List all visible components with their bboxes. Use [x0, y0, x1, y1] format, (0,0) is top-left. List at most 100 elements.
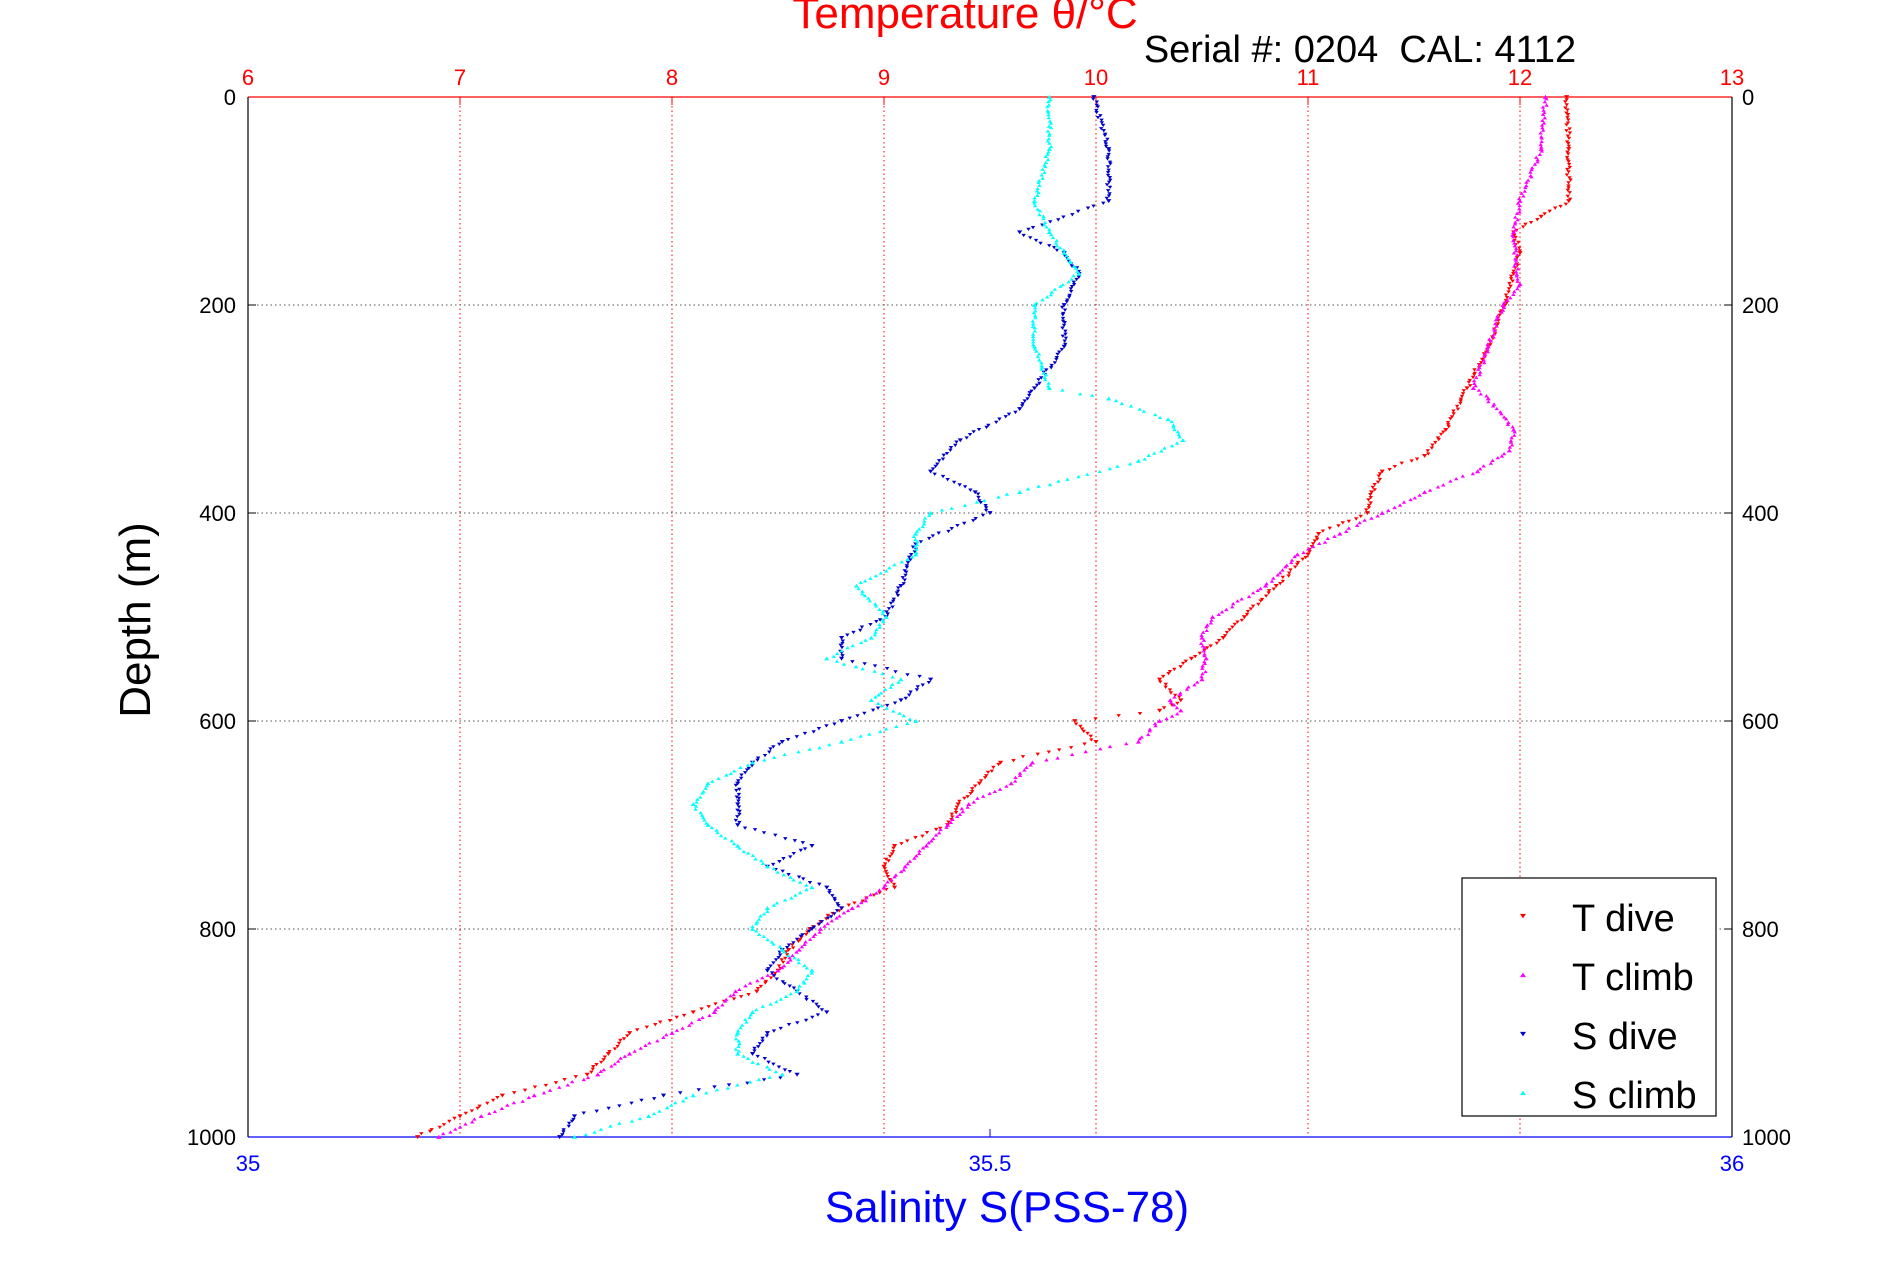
- sample-marker: [945, 478, 950, 482]
- sample-marker: [811, 730, 816, 734]
- sample-marker: [1137, 407, 1142, 411]
- sample-marker: [1172, 667, 1177, 672]
- sample-marker: [873, 602, 878, 606]
- sample-marker: [1202, 659, 1207, 664]
- data-point: [839, 635, 845, 640]
- sample-marker: [1045, 104, 1050, 109]
- sample-marker: [965, 805, 970, 809]
- data-point: [660, 1093, 667, 1098]
- sample-marker: [1366, 506, 1372, 510]
- sample-marker: [1031, 337, 1036, 341]
- sample-marker: [862, 662, 867, 666]
- sample-marker: [1458, 401, 1463, 406]
- sample-marker: [1201, 638, 1207, 642]
- data-point: [415, 1135, 421, 1140]
- sample-marker: [1031, 340, 1036, 344]
- data-point: [1072, 719, 1078, 724]
- sample-marker: [1061, 323, 1067, 328]
- sample-marker: [805, 973, 811, 978]
- sample-marker: [954, 440, 959, 444]
- sample-marker: [740, 1023, 745, 1027]
- sample-marker: [1263, 594, 1269, 598]
- sample-marker: [1283, 565, 1288, 569]
- data-point: [1566, 147, 1572, 152]
- sample-marker: [1195, 680, 1200, 684]
- sample-marker: [1116, 714, 1121, 718]
- sample-marker: [775, 870, 780, 874]
- sample-marker: [712, 1085, 717, 1089]
- data-point: [1017, 230, 1023, 235]
- sample-marker: [1049, 232, 1054, 237]
- sample-marker: [1013, 410, 1018, 415]
- depth-tick-label-right: 1000: [1742, 1125, 1791, 1150]
- sample-marker: [959, 806, 965, 811]
- sample-marker: [967, 432, 973, 437]
- sample-marker: [1508, 284, 1513, 288]
- sample-marker: [1534, 155, 1539, 159]
- sample-marker: [802, 942, 807, 946]
- sample-marker: [867, 599, 873, 603]
- sample-marker: [1198, 641, 1204, 646]
- sample-marker: [809, 971, 814, 975]
- sample-marker: [760, 1004, 766, 1008]
- sample-marker: [1286, 571, 1292, 575]
- sample-marker: [585, 1075, 591, 1080]
- sample-marker: [880, 609, 886, 613]
- sample-marker: [1079, 727, 1085, 731]
- sample-marker: [1544, 103, 1549, 107]
- sample-marker: [1565, 152, 1571, 156]
- sample-marker: [1567, 176, 1572, 180]
- sample-marker: [1567, 165, 1572, 170]
- data-point: [1091, 95, 1097, 100]
- sample-marker: [1161, 706, 1167, 710]
- sample-marker: [785, 738, 791, 742]
- sample-marker: [822, 924, 827, 928]
- sample-marker: [1068, 287, 1074, 291]
- data-point: [1106, 396, 1112, 401]
- sample-marker: [635, 1028, 640, 1032]
- sample-marker: [1515, 286, 1520, 291]
- data-point: [1369, 490, 1375, 495]
- sample-marker: [1346, 519, 1352, 524]
- data-point: [809, 843, 815, 848]
- sample-marker: [908, 690, 913, 694]
- series-t-dive: [415, 95, 1573, 1140]
- sample-marker: [1515, 201, 1521, 205]
- sample-marker: [1258, 599, 1263, 603]
- sample-marker: [953, 808, 959, 812]
- sample-marker: [758, 984, 764, 989]
- sample-marker: [788, 875, 793, 879]
- sample-marker: [1513, 270, 1519, 274]
- sample-marker: [1036, 178, 1042, 183]
- sample-marker: [953, 811, 959, 815]
- sample-marker: [1505, 298, 1510, 302]
- sample-marker: [926, 536, 932, 541]
- salinity-axis-title: Salinity S(PSS-78): [825, 1183, 1189, 1232]
- sample-marker: [1399, 461, 1404, 465]
- sample-marker: [1511, 234, 1516, 239]
- sample-marker: [618, 1038, 623, 1043]
- sample-marker: [1227, 628, 1232, 632]
- sample-marker: [899, 560, 905, 564]
- sample-marker: [786, 943, 792, 947]
- sample-marker: [1513, 249, 1519, 253]
- sample-marker: [745, 763, 751, 767]
- sample-marker: [1104, 196, 1110, 201]
- sample-marker: [1032, 329, 1038, 333]
- sample-marker: [1564, 129, 1569, 133]
- sample-marker: [949, 812, 955, 816]
- sample-marker: [1167, 669, 1173, 674]
- sample-marker: [1127, 462, 1133, 466]
- sample-marker: [1106, 168, 1111, 172]
- data-point: [1199, 677, 1205, 682]
- sample-marker: [834, 916, 839, 920]
- sample-marker: [1204, 625, 1209, 629]
- sample-marker: [1332, 534, 1337, 538]
- sample-marker: [707, 1013, 712, 1017]
- sample-marker: [643, 1043, 648, 1048]
- sample-marker: [1552, 206, 1558, 210]
- sample-marker: [1508, 296, 1513, 300]
- sample-marker: [787, 955, 792, 960]
- sample-marker: [1193, 655, 1198, 659]
